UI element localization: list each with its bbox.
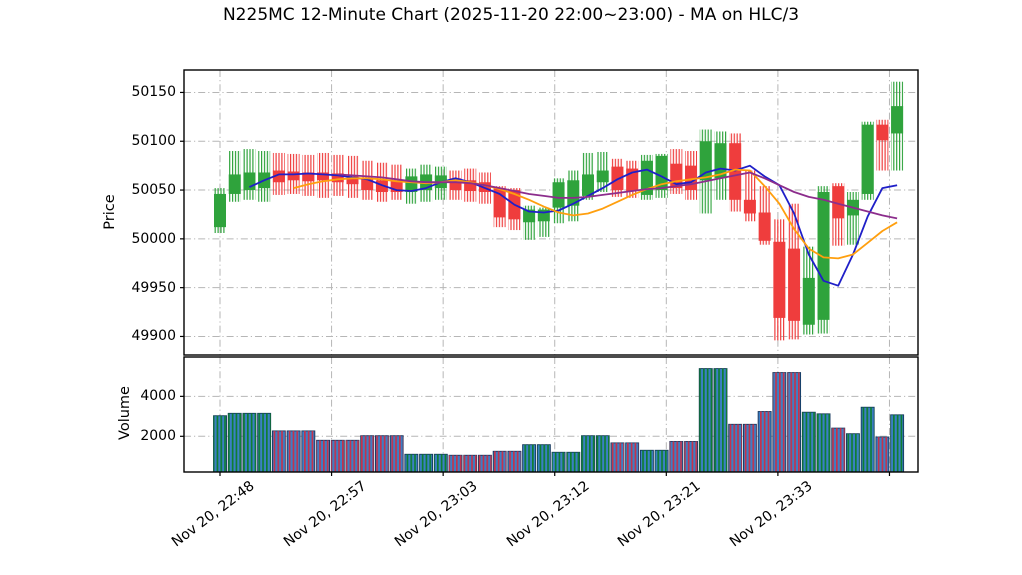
candle-body bbox=[802, 277, 815, 325]
candle-body bbox=[817, 192, 830, 320]
candle-body bbox=[272, 170, 285, 183]
candle-body bbox=[331, 173, 344, 183]
candle-body bbox=[390, 180, 403, 193]
candle-body bbox=[361, 178, 374, 191]
candle-body bbox=[346, 176, 359, 185]
candle-body bbox=[302, 172, 315, 182]
candle-body bbox=[523, 209, 536, 223]
candle-body bbox=[876, 124, 889, 141]
candle-body bbox=[891, 106, 904, 134]
ma-mid-line bbox=[293, 168, 898, 260]
price-tick-label: 49950 bbox=[131, 279, 176, 296]
candle-body bbox=[228, 174, 241, 194]
candle-body bbox=[743, 199, 756, 214]
ma-slow-line bbox=[337, 171, 898, 220]
price-tick-label: 50000 bbox=[131, 230, 176, 247]
volume-tick-label: 2000 bbox=[140, 428, 176, 445]
candle-body bbox=[287, 171, 300, 181]
candle-body bbox=[788, 248, 801, 321]
candle-body bbox=[758, 212, 771, 241]
price-tick-label: 49900 bbox=[131, 328, 176, 345]
candle-body bbox=[317, 172, 330, 181]
candle-body bbox=[449, 178, 462, 191]
candle-body bbox=[861, 124, 874, 194]
candle-body bbox=[832, 186, 845, 219]
candle-body bbox=[596, 170, 609, 183]
candle-body bbox=[655, 155, 668, 191]
candle-body bbox=[729, 143, 742, 200]
price-tick-label: 50050 bbox=[131, 182, 176, 199]
candle-body bbox=[214, 193, 226, 228]
price-axis-label: Price bbox=[102, 194, 118, 230]
candle-body bbox=[537, 209, 550, 222]
price-tick-label: 50100 bbox=[131, 133, 176, 150]
candle-body bbox=[567, 180, 580, 206]
candle-body bbox=[243, 172, 256, 191]
candle-range bbox=[743, 170, 756, 222]
candle-body bbox=[773, 241, 786, 318]
candle-body bbox=[582, 174, 594, 196]
price-tick-label: 50150 bbox=[131, 84, 176, 101]
candle-body bbox=[552, 182, 565, 208]
candle-body bbox=[699, 141, 712, 181]
candle-body bbox=[464, 180, 477, 192]
volume-tick-label: 4000 bbox=[140, 388, 176, 405]
chart-title: N225MC 12-Minute Chart (2025-11-20 22:00… bbox=[222, 5, 800, 25]
